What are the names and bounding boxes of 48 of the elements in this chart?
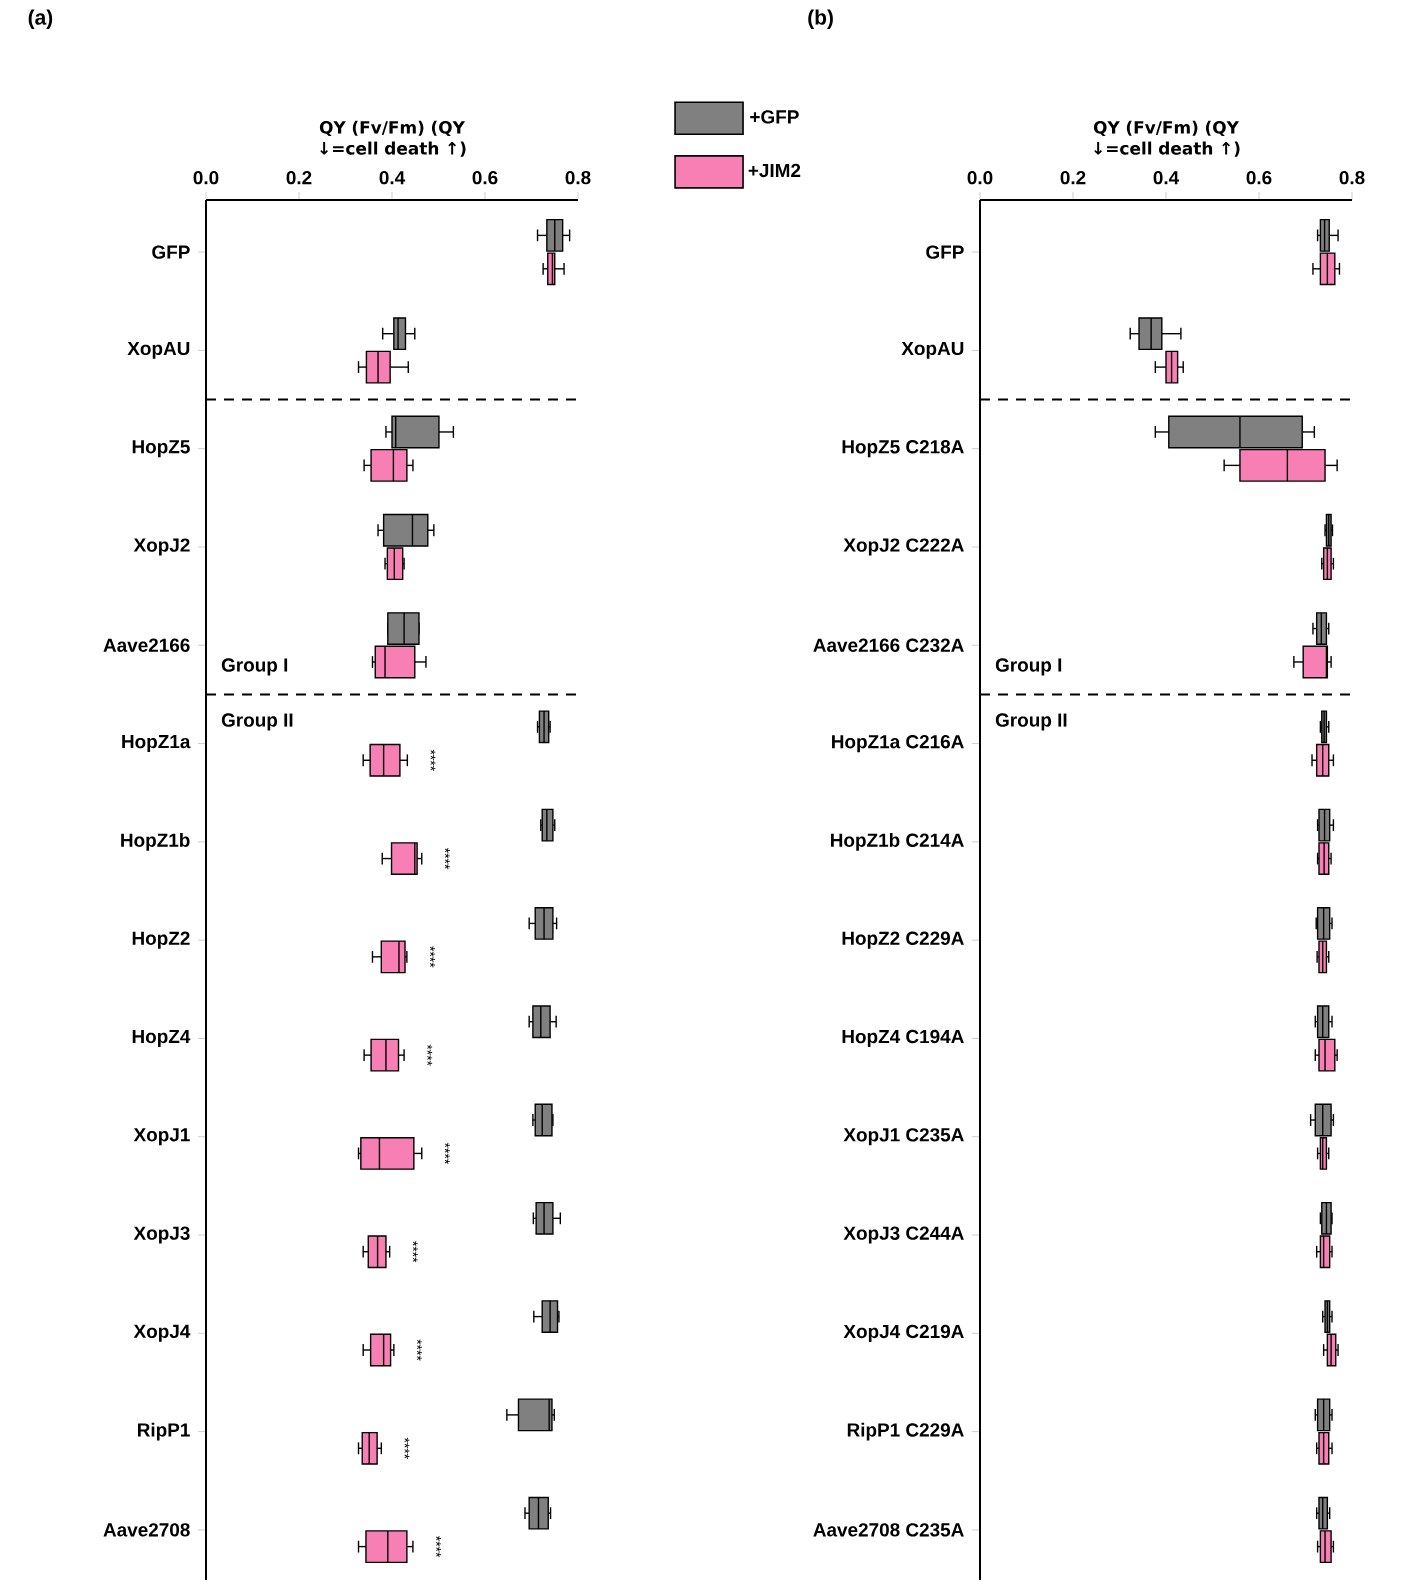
y-tick-label: HopZ5 C218A (842, 440, 964, 458)
x-tick-label: 0.2 (286, 170, 312, 185)
y-tick-label: XopJ1 (133, 1128, 190, 1146)
annotation: Group II (221, 713, 293, 731)
x-tick-label: 0.8 (565, 170, 591, 185)
annotation: Group I (221, 658, 288, 676)
x-tick-label: 0.0 (967, 170, 993, 185)
x-tick-label: 0.0 (193, 170, 219, 185)
y-tick-label: HopZ1b C214A (831, 833, 964, 851)
y-tick-label: XopJ2 (133, 538, 190, 556)
legend-label: +JIM2 (748, 163, 801, 178)
y-tick-label: XopJ3 (133, 1226, 190, 1244)
y-tick-label: HopZ4 (132, 1029, 191, 1047)
x-tick-label: 0.8 (1339, 170, 1365, 185)
chart-title: (a) (28, 9, 53, 29)
y-tick-label: HopZ4 C194A (842, 1029, 964, 1048)
x-axis-title: QY (Fv/Fm) (QY ↓=cell death ↑) (319, 120, 466, 157)
annotation: Group II (995, 713, 1067, 731)
y-tick-label: HopZ2 C229A (842, 931, 964, 949)
y-tick-label: Aave2708 (103, 1523, 190, 1537)
y-tick-label: Aave2166 C232A (813, 638, 964, 652)
x-tick-label: 0.4 (1153, 170, 1180, 185)
y-tick-label: RipP1 C229A (847, 1422, 964, 1441)
y-tick-label: RipP1 (138, 1422, 190, 1441)
x-axis-title: QY (Fv/Fm) (QY ↓=cell death ↑) (1093, 120, 1240, 157)
y-tick-label: XopJ1 C235A (843, 1128, 964, 1146)
y-tick-label: Aave2708 C235A (813, 1523, 964, 1537)
y-tick-label: HopZ1a (122, 735, 191, 753)
y-tick-label: HopZ2 (132, 931, 190, 949)
y-tick-label: XopJ4 (133, 1324, 191, 1342)
y-tick-label: HopZ1a C216A (832, 734, 964, 753)
y-tick-label: XopJ2 C222A (843, 538, 964, 556)
y-tick-label: Aave2166 (103, 638, 190, 652)
legend-label: +GFP (750, 110, 799, 124)
annotation: Group I (995, 658, 1062, 676)
y-tick-label: HopZ1b (121, 833, 190, 851)
x-tick-label: 0.6 (1246, 170, 1272, 185)
chart-title: (b) (808, 9, 833, 29)
y-tick-label: HopZ5 (132, 440, 190, 458)
x-tick-label: 0.2 (1060, 170, 1086, 185)
y-tick-label: GFP (926, 245, 964, 259)
x-tick-label: 0.4 (379, 170, 406, 185)
y-tick-label: XopAU (901, 341, 964, 359)
y-tick-label: XopAU (127, 341, 190, 359)
y-tick-label: XopJ4 C219A (843, 1324, 964, 1342)
x-tick-label: 0.6 (472, 170, 498, 185)
y-tick-label: XopJ3 C244A (843, 1226, 964, 1244)
y-tick-label: GFP (152, 245, 190, 259)
